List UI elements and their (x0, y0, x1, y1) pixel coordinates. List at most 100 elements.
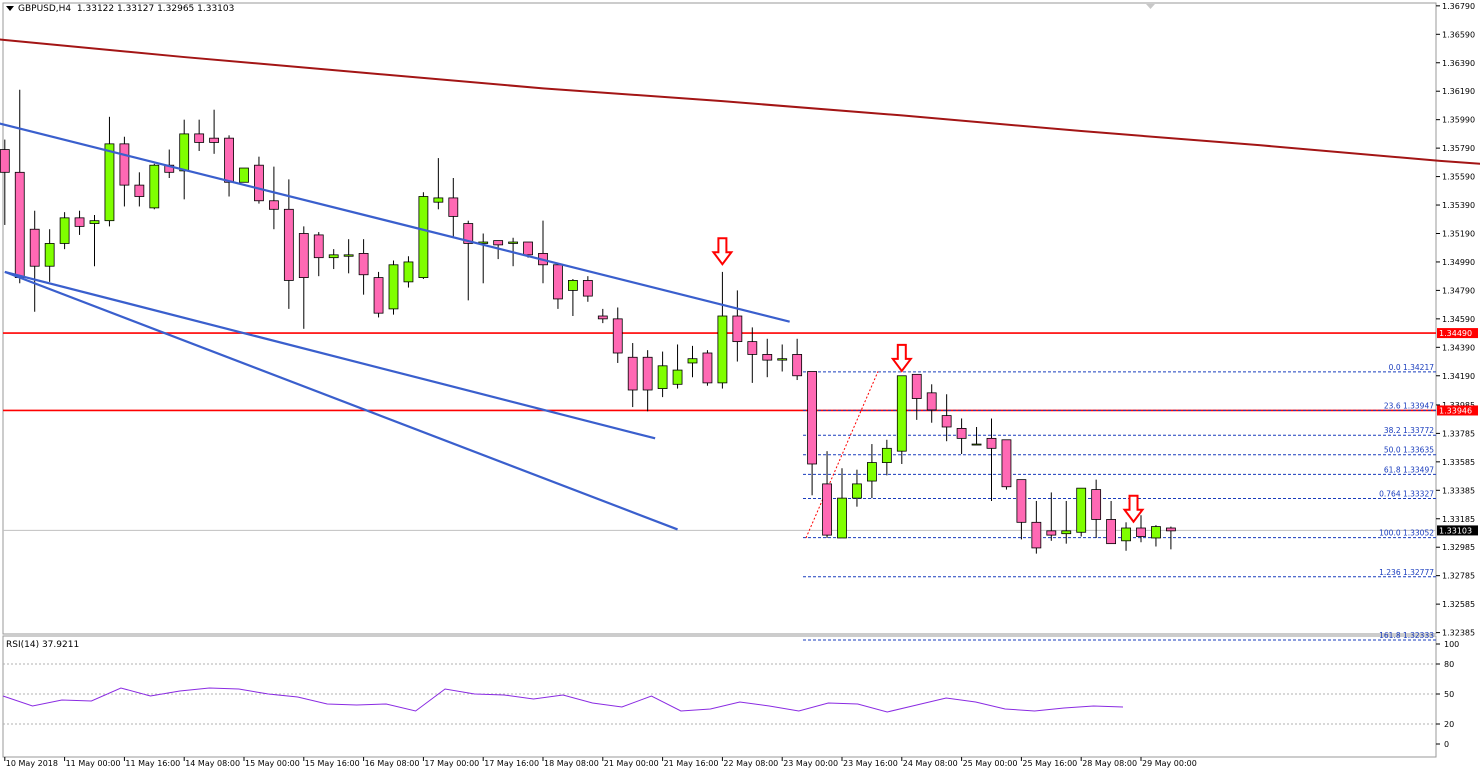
candle-body (986, 437, 997, 449)
price-tick-label: 1.35190 (1442, 229, 1475, 238)
fib-level-label: 50.0 1.33635 (1384, 446, 1434, 455)
candle-body (852, 483, 862, 499)
candle-body (134, 184, 145, 197)
time-tick-label: 11 May 00:00 (66, 759, 121, 768)
candle-body (239, 167, 249, 183)
candle-body (104, 143, 115, 222)
price-tick-label: 1.33785 (1442, 429, 1475, 438)
candle-body (209, 137, 220, 143)
price-tick-label: 1.36790 (1442, 2, 1475, 11)
candle-body (941, 415, 952, 428)
price-tick-label: 1.36190 (1442, 87, 1475, 96)
price-tick-label: 1.32385 (1442, 629, 1475, 638)
candle-body (343, 254, 354, 257)
candle-body (642, 356, 653, 391)
candle-body (896, 375, 907, 452)
price-tick-label: 1.35990 (1442, 116, 1475, 125)
time-tick-label: 15 May 00:00 (245, 759, 300, 768)
candle-body (627, 356, 638, 391)
candle-body (553, 264, 563, 300)
price-tick-label: 1.35390 (1442, 201, 1475, 210)
candle-body (568, 280, 578, 291)
price-tick-label: 1.32785 (1442, 572, 1475, 581)
rsi-tick-label: 50 (1444, 690, 1454, 699)
candle-body (1121, 527, 1131, 542)
candle-body (463, 223, 474, 244)
fib-level-label: 0.764 1.33327 (1379, 490, 1434, 499)
price-tick-label: 1.34190 (1442, 372, 1475, 381)
candle-body (717, 315, 728, 384)
level-price-tag (1437, 405, 1478, 416)
candle-body (867, 462, 877, 482)
candle-body (14, 171, 25, 278)
time-tick-label: 25 May 16:00 (1022, 759, 1077, 768)
level-price-tag (1437, 328, 1478, 339)
time-tick-label: 21 May 00:00 (604, 759, 659, 768)
candle-body (328, 254, 339, 259)
time-tick-label: 28 May 08:00 (1082, 759, 1137, 768)
fib-level-label: 23.6 1.33947 (1384, 401, 1434, 410)
trendline-mid (4, 270, 656, 440)
time-tick-label: 15 May 16:00 (305, 759, 360, 768)
candle-body (44, 243, 55, 267)
price-tick-label: 1.35790 (1442, 144, 1475, 153)
time-tick-label: 23 May 16:00 (843, 759, 898, 768)
time-tick-label: 17 May 16:00 (484, 759, 539, 768)
candle-body (313, 234, 324, 259)
time-tick-label: 21 May 16:00 (664, 759, 719, 768)
candle-body (283, 208, 294, 281)
candle-body (523, 241, 533, 256)
candle-body (179, 133, 190, 172)
candle-body (732, 315, 743, 343)
down-arrow-icon (711, 237, 734, 266)
candle-body (926, 392, 937, 411)
time-tick-label: 17 May 00:00 (424, 759, 479, 768)
ohlc-values: 1.33122 1.33127 1.32965 1.33103 (76, 4, 235, 14)
candle-body (1016, 479, 1027, 523)
fib-level-label: 61.8 1.33497 (1384, 465, 1434, 474)
candle-body (119, 143, 130, 186)
sma-line (0, 38, 1480, 165)
candle-body (149, 164, 160, 209)
price-tick-label: 1.34590 (1442, 315, 1475, 324)
candle-body (448, 197, 459, 217)
candle-body (224, 137, 234, 183)
candle-body (612, 318, 623, 354)
candle-body (971, 443, 982, 446)
trendline-major (0, 122, 790, 323)
dropdown-triangle-icon[interactable] (6, 6, 14, 11)
time-tick-label: 25 May 00:00 (963, 759, 1018, 768)
rsi-panel-frame (2, 635, 1437, 758)
candle-body (74, 217, 85, 227)
down-arrow-icon (1122, 494, 1145, 524)
candle-body (762, 354, 773, 361)
candle-body (59, 217, 70, 244)
symbol-label: GBPUSD,H4 (18, 4, 72, 14)
price-tick-label: 1.36590 (1442, 30, 1475, 39)
candle-body (747, 341, 758, 355)
candle-body (597, 315, 608, 320)
candle-body (1046, 530, 1057, 536)
price-tick-label: 1.34990 (1442, 258, 1475, 267)
candle-body (807, 371, 817, 465)
trendline-minor (4, 270, 678, 531)
candle-body (911, 373, 922, 399)
fib-level-label: 161.8 1.32333 (1379, 631, 1434, 640)
price-tick-label: 1.33385 (1442, 486, 1475, 495)
price-tick-label: 1.35590 (1442, 173, 1475, 182)
price-tick-label: 1.34790 (1442, 286, 1475, 295)
rsi-tick-label: 20 (1444, 720, 1454, 729)
rsi-tick-label: 100 (1444, 640, 1459, 649)
fib-level-label: 1.236 1.32777 (1379, 568, 1434, 577)
rsi-tick-label: 0 (1444, 740, 1449, 749)
price-tick-label: 1.34390 (1442, 343, 1475, 352)
shift-marker-icon (1146, 4, 1155, 9)
time-tick-label: 10 May 2018 (6, 759, 58, 768)
price-tick-label: 1.33985 (1442, 401, 1475, 410)
candle-body (657, 365, 668, 389)
candle-body (194, 133, 205, 143)
candle-body (418, 196, 429, 278)
fib-level-label: 38.2 1.33772 (1384, 426, 1434, 435)
